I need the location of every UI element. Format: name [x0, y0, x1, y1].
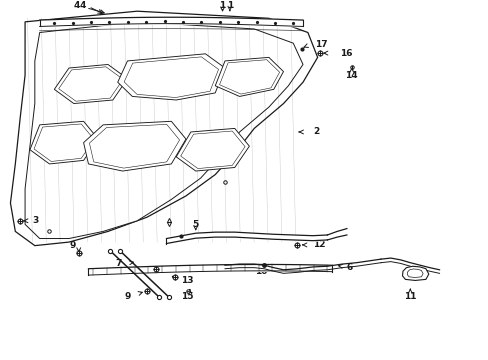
Polygon shape: [215, 57, 283, 96]
Text: 12: 12: [312, 240, 325, 249]
Polygon shape: [30, 121, 98, 164]
Polygon shape: [181, 131, 244, 168]
Text: 6: 6: [346, 263, 352, 272]
Polygon shape: [118, 54, 224, 100]
Text: 4: 4: [73, 1, 79, 10]
Text: 13: 13: [181, 276, 193, 285]
Polygon shape: [124, 57, 218, 98]
Polygon shape: [402, 266, 428, 280]
Polygon shape: [34, 124, 94, 161]
Text: 8: 8: [152, 267, 158, 276]
Polygon shape: [59, 67, 123, 101]
Text: 9: 9: [125, 292, 131, 301]
Polygon shape: [25, 22, 303, 239]
Polygon shape: [407, 269, 422, 278]
Text: 1: 1: [219, 1, 225, 10]
Text: 5: 5: [192, 220, 199, 229]
Text: 10: 10: [255, 267, 267, 276]
Text: 11: 11: [403, 292, 416, 301]
Polygon shape: [83, 121, 185, 171]
Text: 17: 17: [315, 40, 327, 49]
Text: 2: 2: [312, 127, 318, 136]
Text: 14: 14: [345, 71, 357, 80]
Text: 15: 15: [181, 292, 193, 301]
Text: 4: 4: [79, 1, 85, 10]
Polygon shape: [176, 129, 249, 171]
Text: 1: 1: [226, 1, 232, 10]
Text: 3: 3: [32, 216, 39, 225]
Polygon shape: [219, 60, 279, 94]
Polygon shape: [10, 11, 317, 246]
Polygon shape: [89, 124, 179, 168]
Text: 9: 9: [69, 241, 76, 250]
Text: 16: 16: [339, 49, 351, 58]
Polygon shape: [54, 64, 127, 104]
Text: 7: 7: [115, 259, 122, 268]
